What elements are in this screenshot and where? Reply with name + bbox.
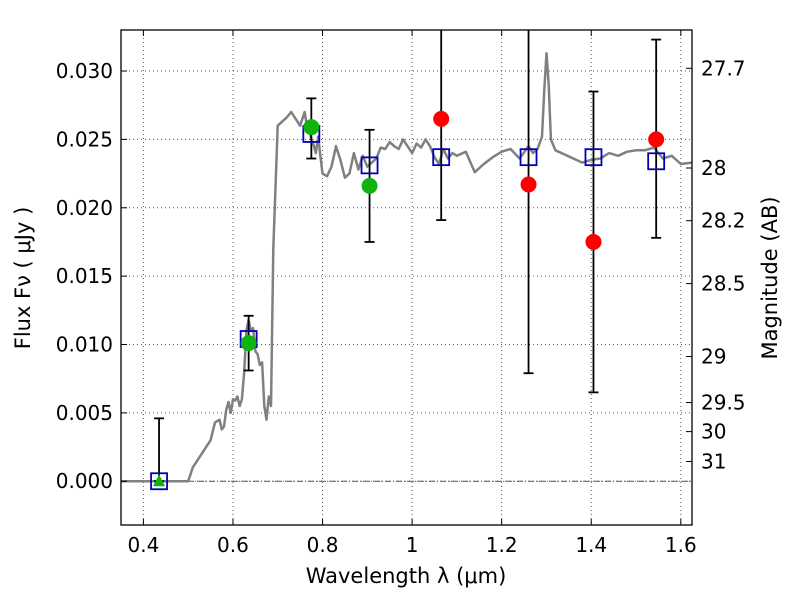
mag-tick-label: 29	[701, 345, 726, 369]
y-tick-label: 0.030	[56, 59, 113, 83]
plot-frame	[120, 29, 693, 526]
x-tick-label: 1.6	[665, 533, 697, 557]
detection-point-green	[361, 177, 378, 194]
detection-point-red	[520, 176, 537, 193]
x-tick-label: 1	[406, 533, 419, 557]
mag-tick-label: 30	[701, 420, 726, 444]
y-tick-label: 0.025	[56, 127, 113, 151]
plot-area	[121, 30, 692, 491]
model-photometry-square	[584, 148, 603, 167]
model-photometry-square	[519, 148, 538, 167]
y-tick-label: 0.000	[56, 469, 113, 493]
y-tick-label: 0.015	[56, 264, 113, 288]
y-tick-label: 0.010	[56, 333, 113, 357]
mag-tick-label: 31	[701, 449, 726, 473]
detection-point-red	[433, 110, 450, 127]
model-photometry-square	[647, 152, 666, 171]
model-spectrum-line	[121, 51, 692, 483]
detection-point-green	[303, 119, 320, 136]
model-photometry-square	[150, 472, 168, 491]
axis-ticks: 0.4 0.6 0.8 1 1.2 1.4 1.6 0.000 0.005 0.010 0.015 0…	[56, 30, 746, 557]
y-tick-label: 0.005	[56, 401, 113, 425]
mag-tick-label: 28	[701, 156, 726, 180]
y-axis-label: Flux Fν ( μJy )	[11, 207, 35, 350]
upper-limit-triangle	[153, 474, 166, 487]
y-tick-label: 0.020	[56, 196, 113, 220]
detection-point-green	[240, 335, 257, 352]
x-tick-label: 1.2	[486, 533, 518, 557]
x-tick-label: 0.4	[127, 533, 159, 557]
mag-tick-label: 27.7	[701, 56, 746, 80]
grid	[121, 30, 692, 525]
model-photometry-square	[360, 156, 379, 175]
detection-point-red	[648, 131, 665, 148]
x-tick-label: 1.4	[575, 533, 607, 557]
detection-point-red	[585, 233, 602, 250]
right-axis-label: Magnitude (AB)	[758, 196, 782, 359]
x-tick-label: 0.8	[307, 533, 339, 557]
mag-tick-label: 29.5	[701, 391, 746, 415]
x-axis-label: Wavelength λ (μm)	[306, 564, 507, 588]
mag-tick-label: 28.2	[701, 209, 746, 233]
x-tick-label: 0.6	[217, 533, 249, 557]
mag-tick-label: 28.5	[701, 272, 746, 296]
model-photometry-square	[432, 148, 451, 167]
